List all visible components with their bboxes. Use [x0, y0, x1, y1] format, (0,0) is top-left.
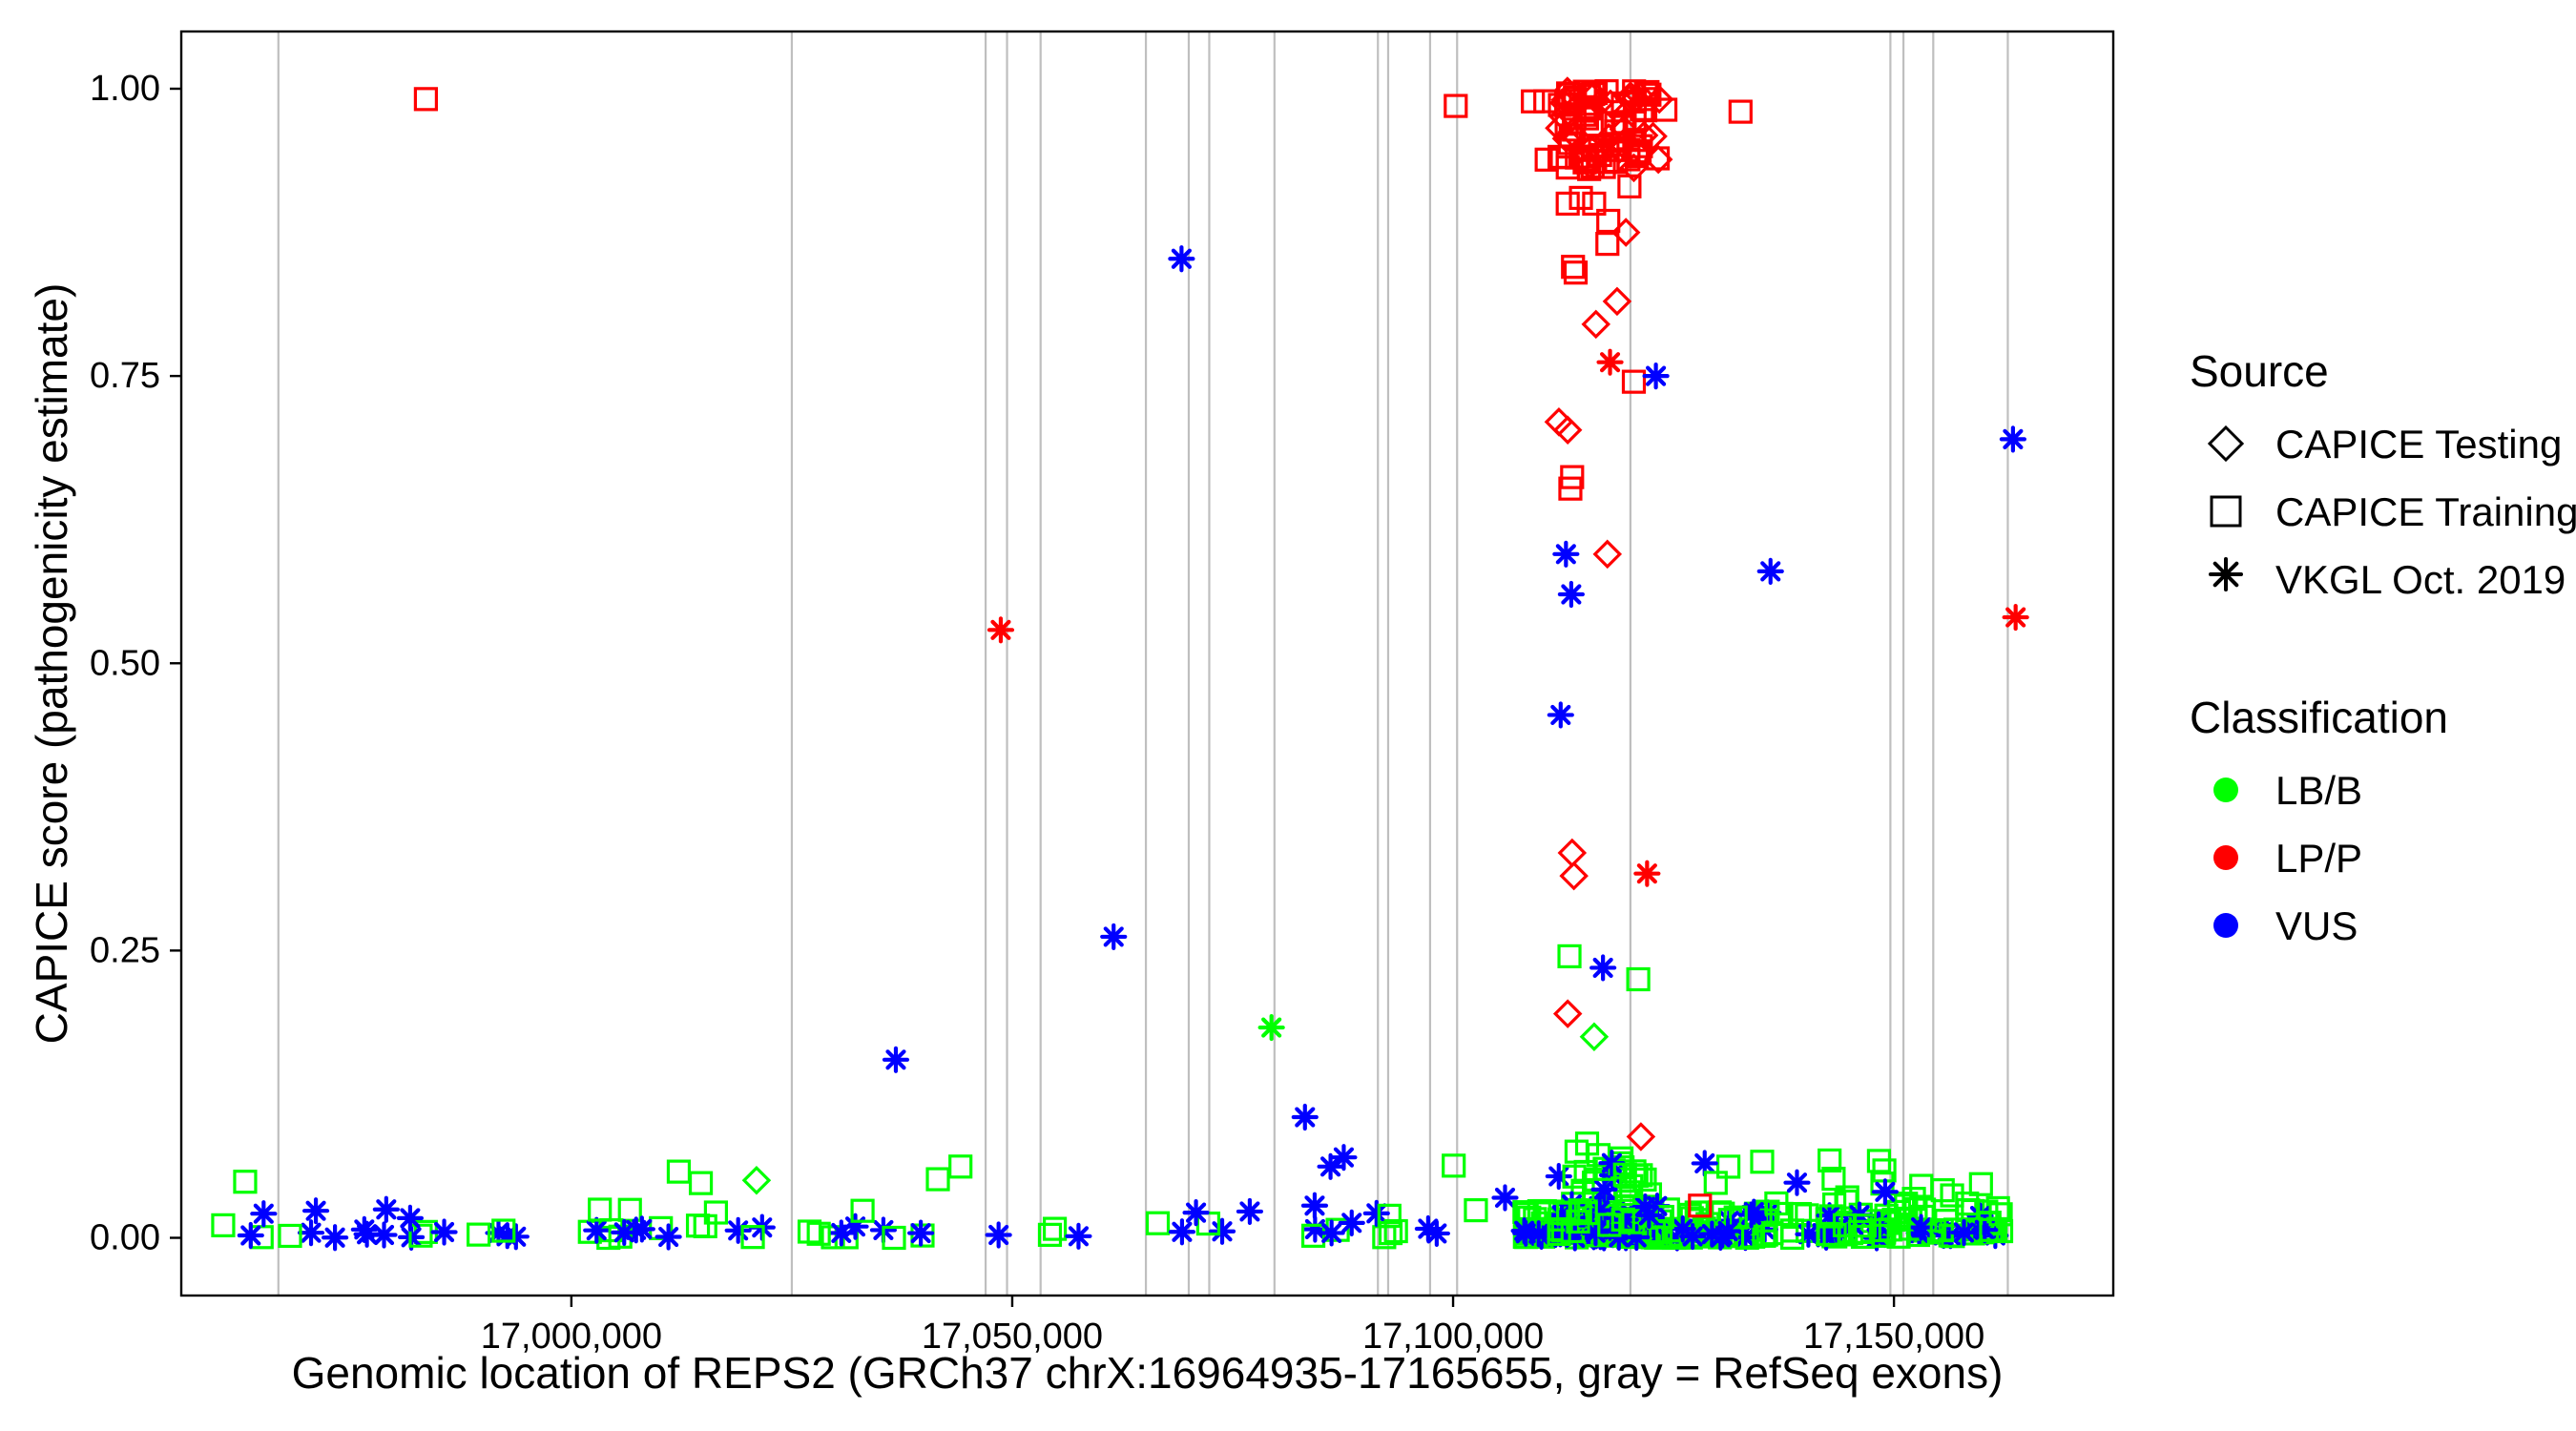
- svg-text:0.75: 0.75: [90, 356, 160, 396]
- svg-text:CAPICE score (pathogenicity es: CAPICE score (pathogenicity estimate): [27, 283, 76, 1045]
- svg-text:1.00: 1.00: [90, 69, 160, 109]
- svg-text:CAPICE Testing: CAPICE Testing: [2275, 422, 2562, 467]
- svg-text:VKGL Oct. 2019: VKGL Oct. 2019: [2275, 557, 2566, 602]
- svg-text:0.25: 0.25: [90, 930, 160, 970]
- svg-text:0.50: 0.50: [90, 643, 160, 683]
- svg-text:Classification: Classification: [2190, 693, 2448, 742]
- svg-text:Genomic location of REPS2 (GRC: Genomic location of REPS2 (GRCh37 chrX:1…: [292, 1348, 2004, 1398]
- svg-text:Source: Source: [2190, 346, 2329, 396]
- svg-text:VUS: VUS: [2275, 903, 2358, 948]
- svg-text:LP/P: LP/P: [2275, 836, 2362, 881]
- svg-text:0.00: 0.00: [90, 1218, 160, 1258]
- svg-text:CAPICE Training: CAPICE Training: [2275, 489, 2576, 534]
- svg-text:LB/B: LB/B: [2275, 768, 2362, 813]
